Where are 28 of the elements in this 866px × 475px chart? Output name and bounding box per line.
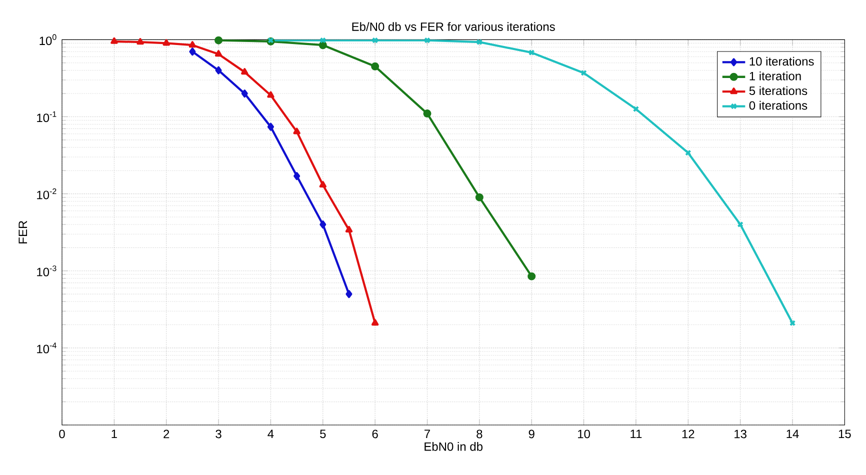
- legend-label: 5 iterations: [749, 86, 808, 96]
- x-tick-label: 12: [682, 430, 694, 438]
- x-tick-label: 15: [838, 430, 851, 438]
- x-tick-label: 4: [268, 430, 274, 438]
- legend-label: 0 iterations: [749, 100, 808, 110]
- x-tick-label: 3: [216, 430, 222, 438]
- chart-title: Eb/N0 db vs FER for various iterations: [352, 22, 555, 31]
- legend-label: 10 iterations: [750, 56, 814, 66]
- x-tick-label: 9: [528, 430, 534, 438]
- legend-label: 1 iteration: [750, 72, 801, 80]
- x-tick-label: 7: [424, 430, 430, 438]
- x-tick-label: 14: [786, 430, 799, 438]
- x-tick-label: 5: [320, 430, 326, 438]
- x-tick-label: 13: [734, 430, 746, 438]
- y-axis-title: FER: [18, 220, 28, 244]
- x-tick-label: 11: [630, 430, 642, 438]
- x-axis-title: EbN0 in db: [424, 442, 483, 451]
- x-tick-label: 2: [164, 430, 170, 438]
- y-tick-label: 10$^{-1}$: [37, 111, 56, 122]
- x-tick-label: 8: [476, 430, 482, 438]
- x-tick-label: 1: [112, 430, 117, 438]
- y-tick-label: 10$^{-2}$: [37, 188, 56, 200]
- y-tick-label: 10$^{-3}$: [37, 265, 56, 276]
- y-tick-label: 10$^{0}$: [40, 34, 56, 46]
- y-tick-label: 10$^{-4}$: [37, 342, 56, 354]
- x-tick-label: 0: [59, 430, 65, 438]
- x-tick-label: 10: [578, 430, 590, 438]
- x-tick-label: 6: [372, 430, 378, 438]
